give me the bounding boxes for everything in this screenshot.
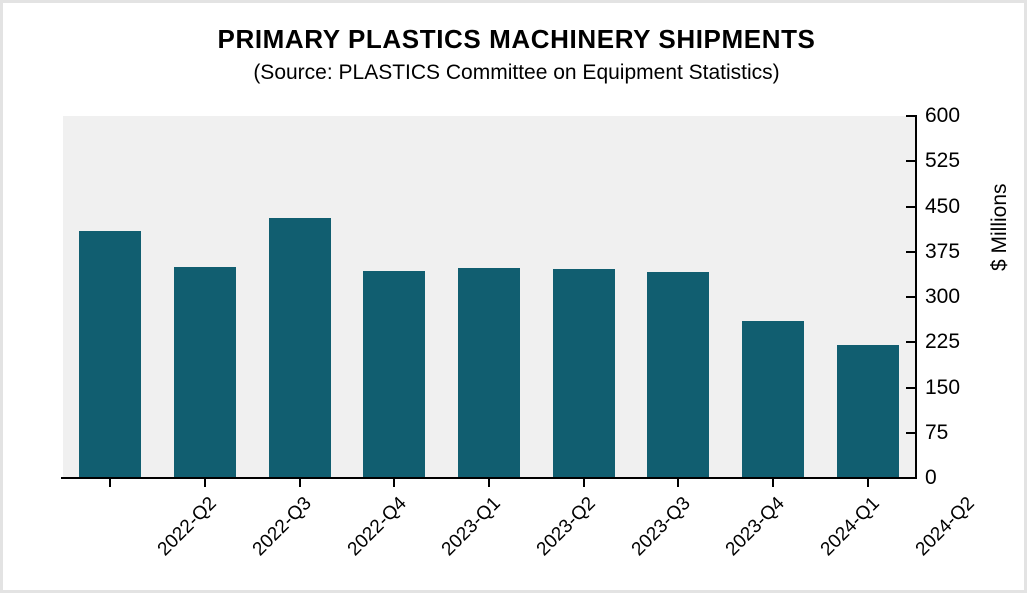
x-axis-tick-label: 2023-Q4 xyxy=(721,493,790,561)
plot-area xyxy=(63,116,915,478)
x-axis-tick-label: 2022-Q4 xyxy=(343,493,411,561)
y-axis-tick xyxy=(906,160,915,163)
x-axis-tick xyxy=(298,478,301,487)
bar-2022-Q4 xyxy=(268,217,331,478)
x-axis-tick-label: 2023-Q1 xyxy=(437,493,506,561)
y-axis-tick xyxy=(906,341,915,344)
x-axis-tick xyxy=(488,478,490,487)
x-axis-tick-label: 2024-Q1 xyxy=(816,493,884,561)
x-axis-tick-label: 2022-Q2 xyxy=(153,493,222,561)
x-axis-tick-label: 2022-Q3 xyxy=(248,493,316,561)
x-axis-tick-label: 2023-Q3 xyxy=(627,493,695,561)
x-axis-tick xyxy=(866,478,869,487)
chart-title-block: PRIMARY PLASTICS MACHINERY SHIPMENTS (So… xyxy=(3,24,1024,84)
y-axis-title: $ Millions xyxy=(988,183,1011,271)
y-axis-tick-label: 75 xyxy=(925,420,949,444)
bar-2023-Q1 xyxy=(363,271,426,478)
bar-2023-Q2 xyxy=(457,268,520,478)
bar-2023-Q3 xyxy=(552,269,615,478)
y-axis-tick-label: 225 xyxy=(925,330,961,354)
bar-2022-Q2 xyxy=(79,231,142,478)
y-axis-tick xyxy=(906,431,915,434)
x-axis-tick-label: 2024-Q2 xyxy=(911,493,979,561)
y-axis-tick xyxy=(906,477,915,479)
x-axis-tick xyxy=(393,478,396,487)
y-axis-tick xyxy=(906,205,915,208)
chart-subtitle: (Source: PLASTICS Committee on Equipment… xyxy=(253,60,780,84)
y-axis-tick-label: 450 xyxy=(925,194,961,218)
y-axis-tick xyxy=(906,296,915,298)
y-axis-tick-label: 375 xyxy=(925,239,961,263)
x-axis-tick xyxy=(204,478,206,487)
bar-2024-Q1 xyxy=(741,321,804,478)
bar-2022-Q3 xyxy=(173,266,236,478)
bar-2023-Q4 xyxy=(647,272,710,478)
y-axis-tick xyxy=(906,115,915,117)
x-axis-tick xyxy=(677,478,680,487)
y-axis-line xyxy=(915,115,917,479)
bars-layer xyxy=(63,116,915,478)
x-axis-tick xyxy=(582,478,585,487)
y-axis-tick-label: 525 xyxy=(925,149,961,173)
bar-2024-Q2 xyxy=(836,344,899,478)
y-axis-tick-label: 0 xyxy=(925,466,937,489)
y-axis-tick xyxy=(906,250,915,253)
x-axis-tick-label: 2023-Q2 xyxy=(532,493,600,561)
y-axis-tick-label: 600 xyxy=(925,104,961,127)
page-title: PRIMARY PLASTICS MACHINERY SHIPMENTS xyxy=(217,24,816,54)
x-axis-tick xyxy=(772,478,774,487)
x-axis-tick xyxy=(109,478,112,487)
y-axis-tick xyxy=(906,386,915,389)
y-axis-tick-label: 300 xyxy=(925,285,961,308)
y-axis-tick-label: 150 xyxy=(925,375,961,399)
